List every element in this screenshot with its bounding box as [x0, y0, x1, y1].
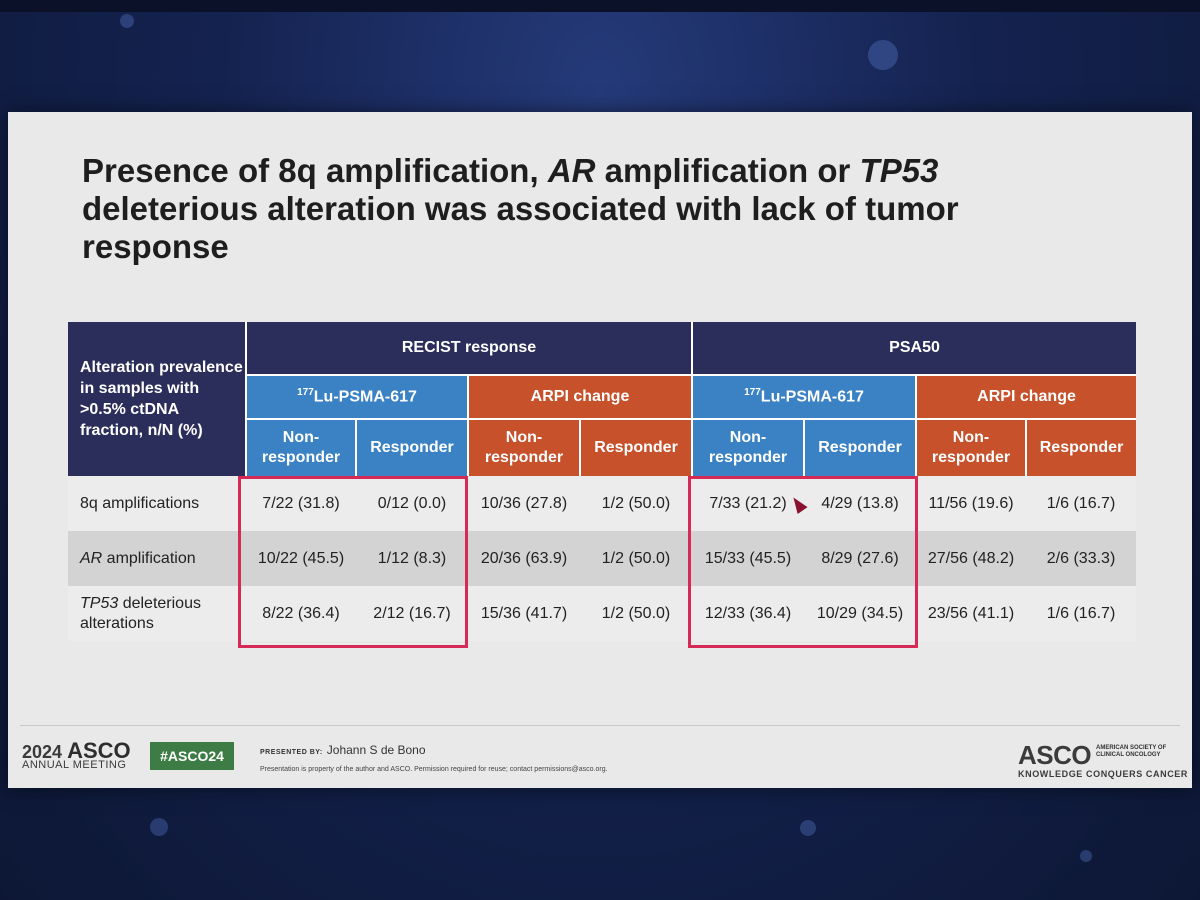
- table-cell: 20/36 (63.9): [468, 531, 580, 586]
- table-cell: 1/6 (16.7): [1026, 476, 1137, 531]
- asco-tagline: KNOWLEDGE CONQUERS CANCER: [1018, 769, 1189, 779]
- table-cell: 10/29 (34.5): [804, 586, 917, 641]
- hashtag-badge: #ASCO24: [150, 742, 234, 770]
- table-cell: 7/33 (21.2): [692, 476, 805, 531]
- table-cell: 7/22 (31.8): [246, 476, 356, 531]
- subheader-responder: Responder: [1025, 418, 1137, 476]
- highlight-box-recist-lu-psma: [238, 476, 468, 648]
- table-cell: 0/12 (0.0): [356, 476, 468, 531]
- table-cell: 8/29 (27.6): [804, 531, 917, 586]
- treatment-header-lu-psma-recist: 177Lu-PSMA-617: [245, 374, 468, 419]
- table-cell: 1/2 (50.0): [580, 476, 693, 531]
- background-light: [120, 14, 134, 28]
- presenter-line: PRESENTED BY: Johann S de Bono: [260, 743, 426, 757]
- table-cell: 10/36 (27.8): [468, 476, 580, 531]
- row-label: 8q amplifications: [68, 476, 246, 531]
- screen-top-edge: [0, 0, 1200, 12]
- subheader-responder: Responder: [803, 418, 917, 476]
- background-light: [868, 40, 898, 70]
- highlight-box-psa50-lu-psma: [688, 476, 918, 648]
- subheader-nonresponder: Non-responder: [915, 418, 1027, 476]
- background-light: [800, 820, 816, 836]
- subheader-nonresponder: Non-responder: [467, 418, 580, 476]
- table-cell: 15/33 (45.5): [692, 531, 805, 586]
- table-row: AR amplification 10/22 (45.5) 1/12 (8.3)…: [68, 531, 1137, 586]
- asco-logo: ASCO: [1018, 740, 1092, 770]
- table-cell: 12/33 (36.4): [692, 586, 805, 641]
- table-row: TP53 deleterious alterations 8/22 (36.4)…: [68, 586, 1137, 641]
- annual-meeting-label: ANNUAL MEETING: [22, 759, 127, 771]
- table-row: 8q amplifications 7/22 (31.8) 0/12 (0.0)…: [68, 476, 1137, 531]
- table-cell: 15/36 (41.7): [468, 586, 580, 641]
- slide-title: Presence of 8q amplification, AR amplifi…: [82, 152, 959, 265]
- table-cell: 1/12 (8.3): [356, 531, 468, 586]
- alteration-table: Alteration prevalence in samples with >0…: [68, 322, 1137, 641]
- table-cell: 23/56 (41.1): [916, 586, 1027, 641]
- table-cell: 4/29 (13.8): [804, 476, 917, 531]
- asco-annual-meeting-logo: 2024 ASCO: [22, 738, 131, 763]
- footer-divider: [20, 725, 1180, 726]
- copyright-notice: Presentation is property of the author a…: [260, 766, 608, 773]
- subheader-nonresponder: Non-responder: [691, 418, 805, 476]
- group-header-psa50: PSA50: [691, 322, 1137, 375]
- corner-header: Alteration prevalence in samples with >0…: [68, 322, 246, 476]
- subheader-nonresponder: Non-responder: [245, 418, 356, 476]
- table-cell: 11/56 (19.6): [916, 476, 1027, 531]
- table-cell: 2/6 (33.3): [1026, 531, 1137, 586]
- treatment-header-arpi-recist: ARPI change: [466, 374, 693, 419]
- subheader-responder: Responder: [355, 418, 468, 476]
- treatment-header-lu-psma-psa50: 177Lu-PSMA-617: [691, 374, 917, 419]
- table-cell: 27/56 (48.2): [916, 531, 1027, 586]
- presentation-slide: Presence of 8q amplification, AR amplifi…: [8, 112, 1192, 788]
- row-label: TP53 deleterious alterations: [68, 586, 246, 641]
- table-cell: 1/2 (50.0): [580, 531, 693, 586]
- background-light: [150, 818, 168, 836]
- group-header-recist: RECIST response: [244, 322, 693, 375]
- subheader-responder: Responder: [578, 418, 693, 476]
- row-label: AR amplification: [68, 531, 246, 586]
- table-cell: 1/6 (16.7): [1026, 586, 1137, 641]
- table-cell: 1/2 (50.0): [580, 586, 693, 641]
- asco-organization-name: AMERICAN SOCIETY OF CLINICAL ONCOLOGY: [1096, 745, 1167, 758]
- table-cell: 2/12 (16.7): [356, 586, 468, 641]
- background-light: [1080, 850, 1092, 862]
- treatment-header-arpi-psa50: ARPI change: [915, 374, 1137, 419]
- table-cell: 8/22 (36.4): [246, 586, 356, 641]
- table-cell: 10/22 (45.5): [246, 531, 356, 586]
